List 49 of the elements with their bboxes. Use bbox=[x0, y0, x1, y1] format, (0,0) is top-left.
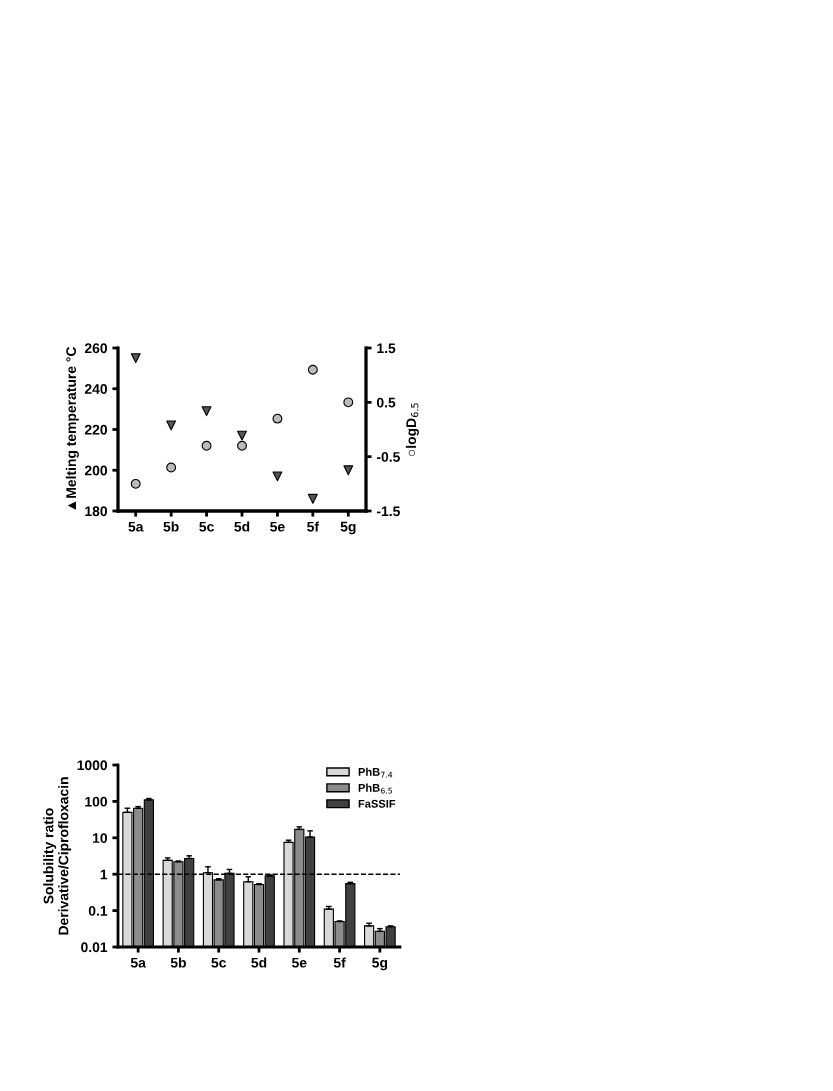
y-tick-label: 200 bbox=[84, 465, 108, 476]
point bbox=[343, 397, 354, 408]
x-tick-label: 5b bbox=[163, 521, 179, 532]
x-tick-label: 5b bbox=[170, 957, 186, 968]
legend-label: FaSSIF bbox=[358, 799, 396, 808]
y-tick-label: 240 bbox=[84, 384, 108, 394]
y-tick-label: 100 bbox=[85, 796, 108, 807]
x-tick-label: 5a bbox=[128, 521, 144, 532]
legend-label: PhB$_{7.4}$ bbox=[358, 767, 393, 778]
point bbox=[343, 465, 354, 476]
y2-tick-label: -0.5 bbox=[376, 452, 400, 462]
point bbox=[237, 440, 247, 451]
y-axis-title: Solubility ratio Derivative/Ciprofloxacin bbox=[43, 777, 72, 935]
y-tick-label: 180 bbox=[85, 506, 108, 517]
y-tick-label: 0.1 bbox=[88, 905, 108, 916]
point bbox=[166, 462, 177, 473]
legend-label: PhB$_{6.5}$ bbox=[358, 783, 392, 794]
y2-tick-label: 1.5 bbox=[377, 343, 396, 354]
y-tick-label: 0.01 bbox=[81, 942, 108, 953]
x-tick-label: 5g bbox=[372, 957, 388, 971]
x-tick-label: 5c bbox=[199, 521, 214, 532]
x-tick-label: 5e bbox=[270, 521, 285, 532]
x-tick-label: 5g bbox=[340, 521, 356, 535]
point bbox=[307, 364, 318, 375]
point bbox=[201, 406, 212, 417]
point bbox=[166, 420, 177, 431]
y-tick-label: 1 bbox=[100, 869, 108, 880]
y2-tick-label: -1.5 bbox=[376, 506, 400, 517]
point bbox=[307, 493, 318, 504]
y-tick-label: 10 bbox=[93, 833, 108, 843]
point bbox=[237, 430, 247, 441]
x-tick-label: 5f bbox=[307, 521, 320, 532]
x-tick-label: 5a bbox=[130, 957, 146, 968]
x-tick-label: 5c bbox=[211, 957, 227, 968]
point bbox=[130, 478, 141, 489]
y-tick-label: 220 bbox=[84, 424, 108, 435]
x-tick-label: 5d bbox=[234, 521, 250, 532]
y-axis-title: ▲Melting temperature °C bbox=[65, 346, 79, 510]
x-tick-label: 5f bbox=[333, 957, 346, 968]
y2-tick-label: 0.5 bbox=[376, 397, 396, 408]
y2-axis-title: ○logD$_{6.5}$ bbox=[405, 403, 419, 457]
point bbox=[272, 413, 283, 424]
x-tick-label: 5e bbox=[291, 957, 307, 968]
y-tick-label: 260 bbox=[84, 343, 108, 354]
x-tick-label: 5d bbox=[251, 957, 267, 968]
y-tick-label: 1000 bbox=[77, 760, 108, 771]
point bbox=[272, 471, 283, 482]
point bbox=[130, 353, 141, 364]
point bbox=[201, 440, 212, 451]
